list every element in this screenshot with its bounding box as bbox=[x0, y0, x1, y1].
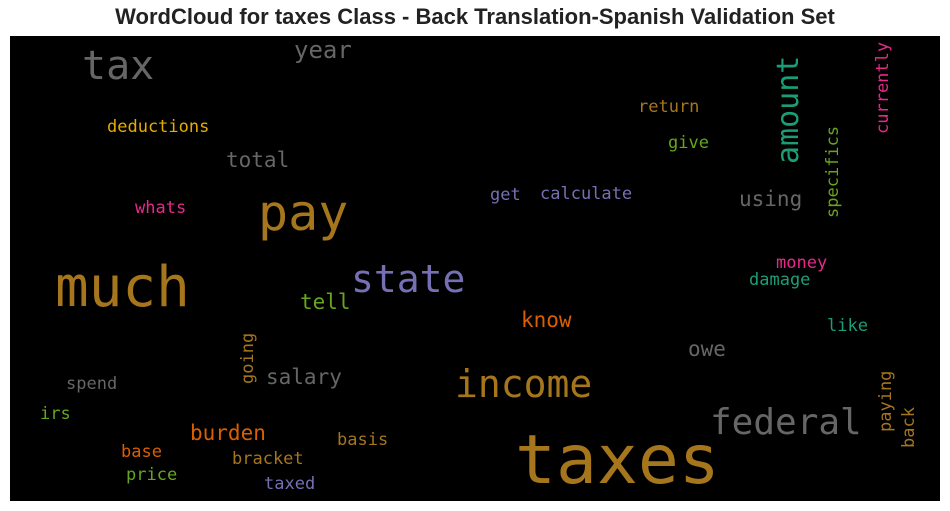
word-like: like bbox=[827, 316, 868, 336]
word-state: state bbox=[351, 257, 465, 301]
word-basis: basis bbox=[337, 430, 388, 450]
word-going: going bbox=[238, 333, 258, 384]
word-taxes: taxes bbox=[515, 421, 720, 500]
word-get: get bbox=[490, 185, 521, 205]
word-base: base bbox=[121, 442, 162, 462]
word-return: return bbox=[638, 97, 699, 117]
word-salary: salary bbox=[266, 365, 342, 389]
word-currently: currently bbox=[873, 42, 893, 134]
word-burden: burden bbox=[190, 421, 266, 445]
word-amount: amount bbox=[771, 56, 806, 164]
word-money: money bbox=[776, 253, 827, 273]
word-damage: damage bbox=[749, 270, 810, 290]
word-much: much bbox=[55, 255, 190, 320]
word-pay: pay bbox=[258, 184, 348, 242]
word-paying: paying bbox=[876, 371, 896, 432]
word-total: total bbox=[226, 148, 289, 172]
wordcloud-canvas: taxes much pay state income tax federal amount y… bbox=[10, 36, 940, 501]
word-taxed: taxed bbox=[264, 474, 315, 494]
word-give: give bbox=[668, 133, 709, 153]
word-using: using bbox=[739, 187, 802, 211]
word-bracket: bracket bbox=[232, 449, 304, 469]
word-back: back bbox=[899, 407, 919, 448]
word-owe: owe bbox=[688, 337, 726, 361]
word-income: income bbox=[455, 362, 592, 406]
word-deductions: deductions bbox=[107, 117, 209, 137]
word-tax: tax bbox=[82, 43, 154, 89]
word-price: price bbox=[126, 465, 177, 485]
word-know: know bbox=[521, 308, 572, 332]
word-federal: federal bbox=[710, 402, 862, 443]
word-tell: tell bbox=[300, 290, 351, 314]
word-irs: irs bbox=[40, 404, 71, 424]
word-specifics: specifics bbox=[823, 126, 843, 218]
word-year: year bbox=[294, 36, 352, 64]
word-whats: whats bbox=[135, 198, 186, 218]
chart-title: WordCloud for taxes Class - Back Transla… bbox=[115, 4, 835, 29]
word-spend: spend bbox=[66, 374, 117, 394]
word-calculate: calculate bbox=[540, 184, 632, 204]
